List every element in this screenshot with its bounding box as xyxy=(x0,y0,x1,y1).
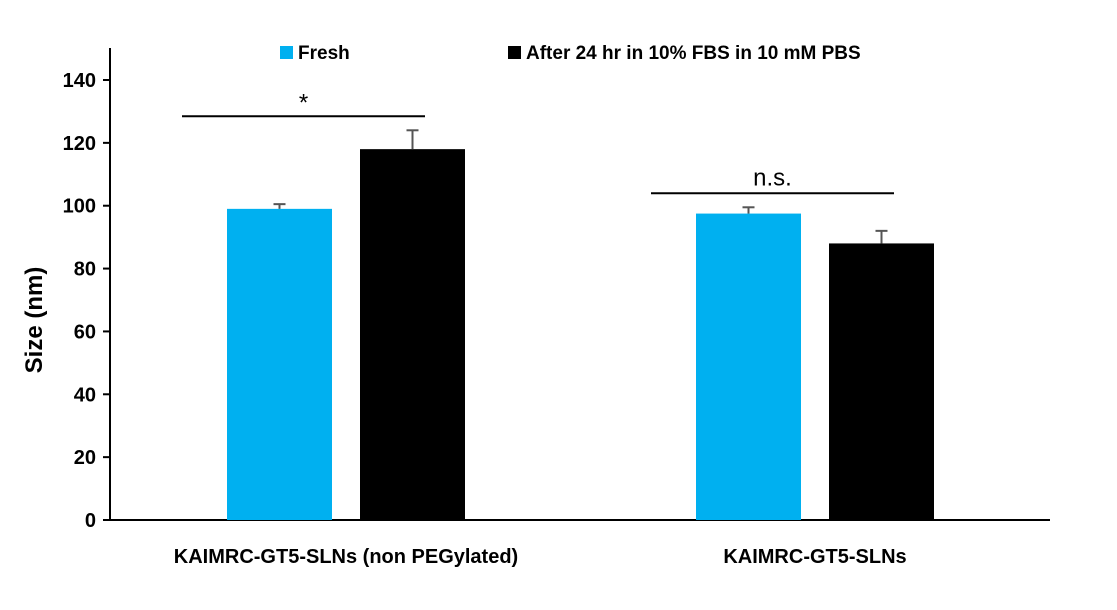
legend: Fresh After 24 hr in 10% FBS in 10 mM PBS xyxy=(280,43,861,64)
y-tick-label: 140 xyxy=(63,70,96,92)
legend-swatch xyxy=(508,46,521,59)
bar-fresh-0 xyxy=(227,208,332,520)
y-tick-label: 40 xyxy=(74,384,96,406)
bar-group xyxy=(227,129,934,521)
bar-after-24hr-1 xyxy=(829,243,934,520)
category-labels: KAIMRC-GT5-SLNs (non PEGylated) KAIMRC-GT… xyxy=(174,546,907,568)
legend-swatch xyxy=(280,46,293,59)
legend-label: After 24 hr in 10% FBS in 10 mM PBS xyxy=(526,43,861,64)
y-tick-label: 100 xyxy=(63,196,96,218)
y-tick-label: 60 xyxy=(74,321,96,343)
y-tick-group: 0 20 40 60 80 100 120 140 xyxy=(63,70,110,532)
category-label: KAIMRC-GT5-SLNs xyxy=(723,546,906,568)
legend-label: Fresh xyxy=(298,43,350,64)
significance-annotations: * n.s. xyxy=(182,89,894,195)
y-tick-label: 120 xyxy=(63,133,96,155)
significance-label: * xyxy=(299,89,308,116)
category-label: KAIMRC-GT5-SLNs (non PEGylated) xyxy=(174,546,518,568)
y-tick-label: 0 xyxy=(85,510,96,532)
bar-fresh-1 xyxy=(696,213,801,521)
significance-label: n.s. xyxy=(753,164,792,191)
y-axis-title: Size (nm) xyxy=(21,267,48,374)
bar-after-24hr-0 xyxy=(360,149,465,520)
y-tick-label: 80 xyxy=(74,259,96,281)
y-tick-label: 20 xyxy=(74,447,96,469)
